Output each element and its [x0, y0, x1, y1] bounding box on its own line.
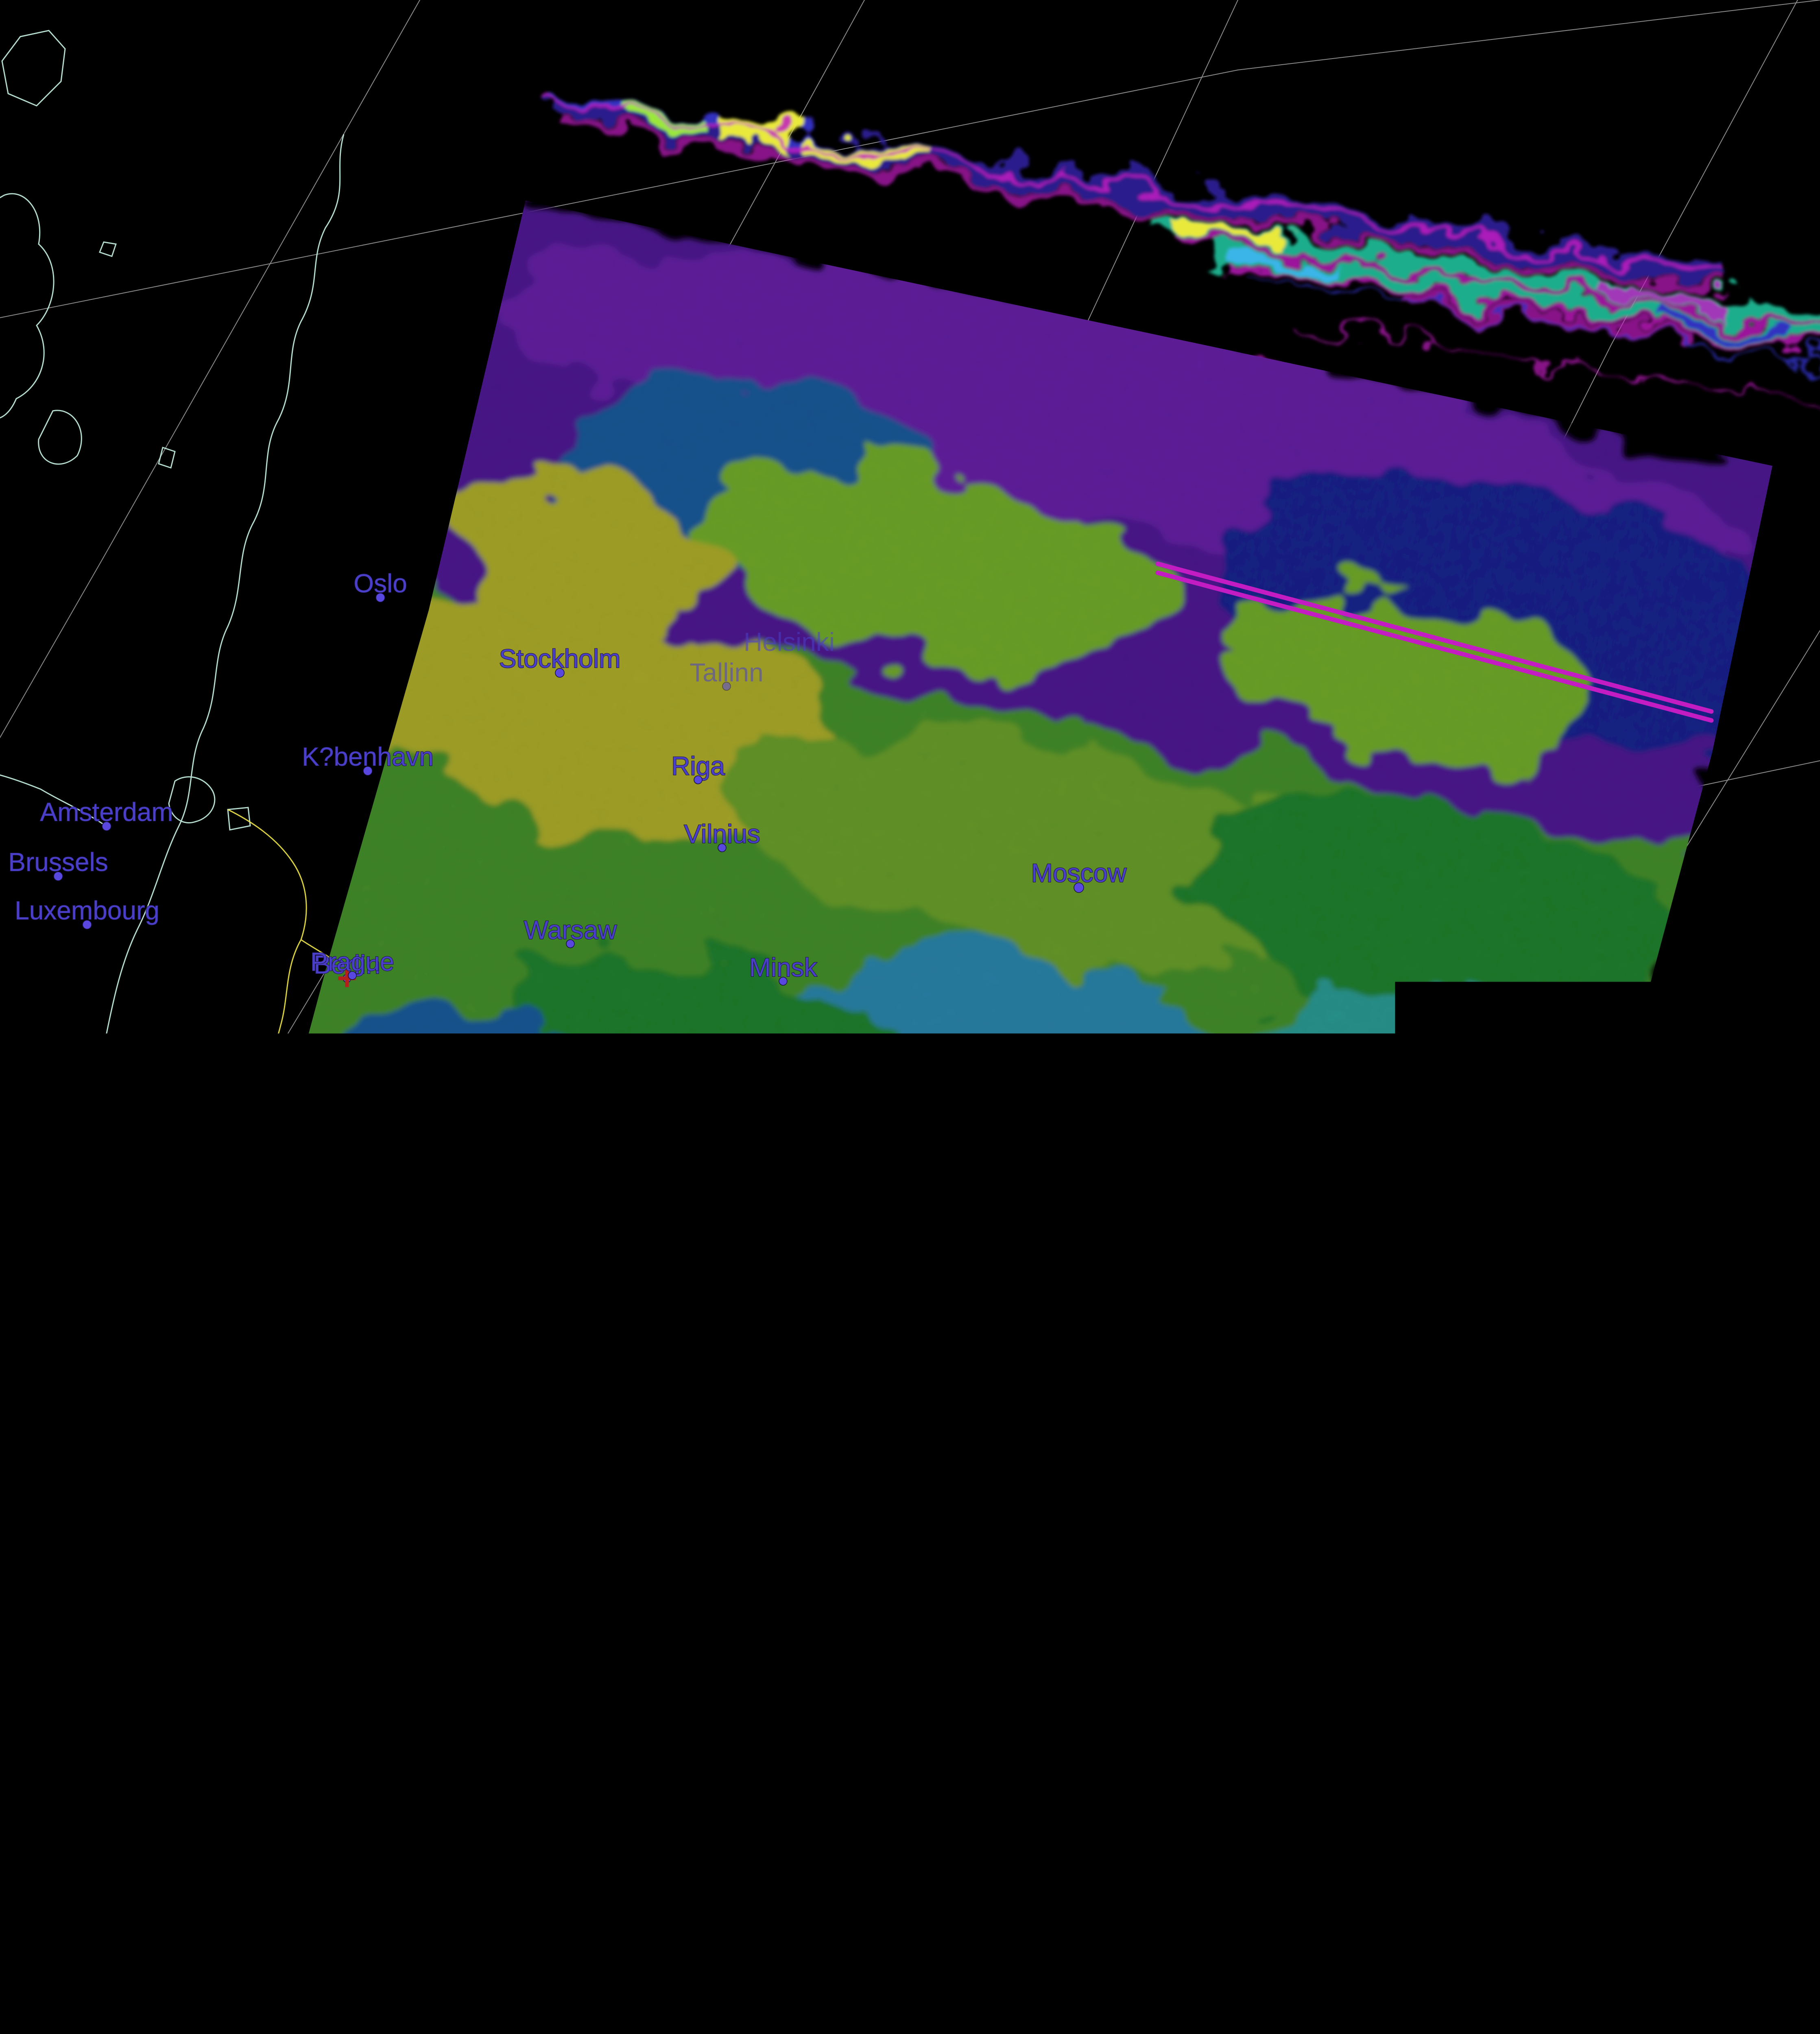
- svg-text:Ljubljana: Ljubljana: [302, 1246, 406, 1275]
- svg-text:Sofia: Sofia: [377, 1392, 436, 1421]
- svg-text:Vienna: Vienna: [367, 1160, 447, 1189]
- svg-text:Helsinki: Helsinki: [744, 627, 835, 657]
- svg-text:Chisinau: Chisinau: [722, 1461, 823, 1491]
- svg-text:Rome: Rome: [100, 1384, 169, 1413]
- svg-text:Beirut: Beirut: [1052, 1974, 1120, 2003]
- svg-text:Bratislava: Bratislava: [350, 1189, 464, 1218]
- svg-text:Vat. City: Vat. City: [0, 1396, 97, 1425]
- svg-text:Tirana: Tirana: [395, 1544, 467, 1573]
- svg-text:Skopje: Skopje: [469, 1368, 548, 1397]
- svg-text:Monaco: Monaco: [0, 1285, 85, 1315]
- svg-text:Belgrade: Belgrade: [428, 1311, 532, 1340]
